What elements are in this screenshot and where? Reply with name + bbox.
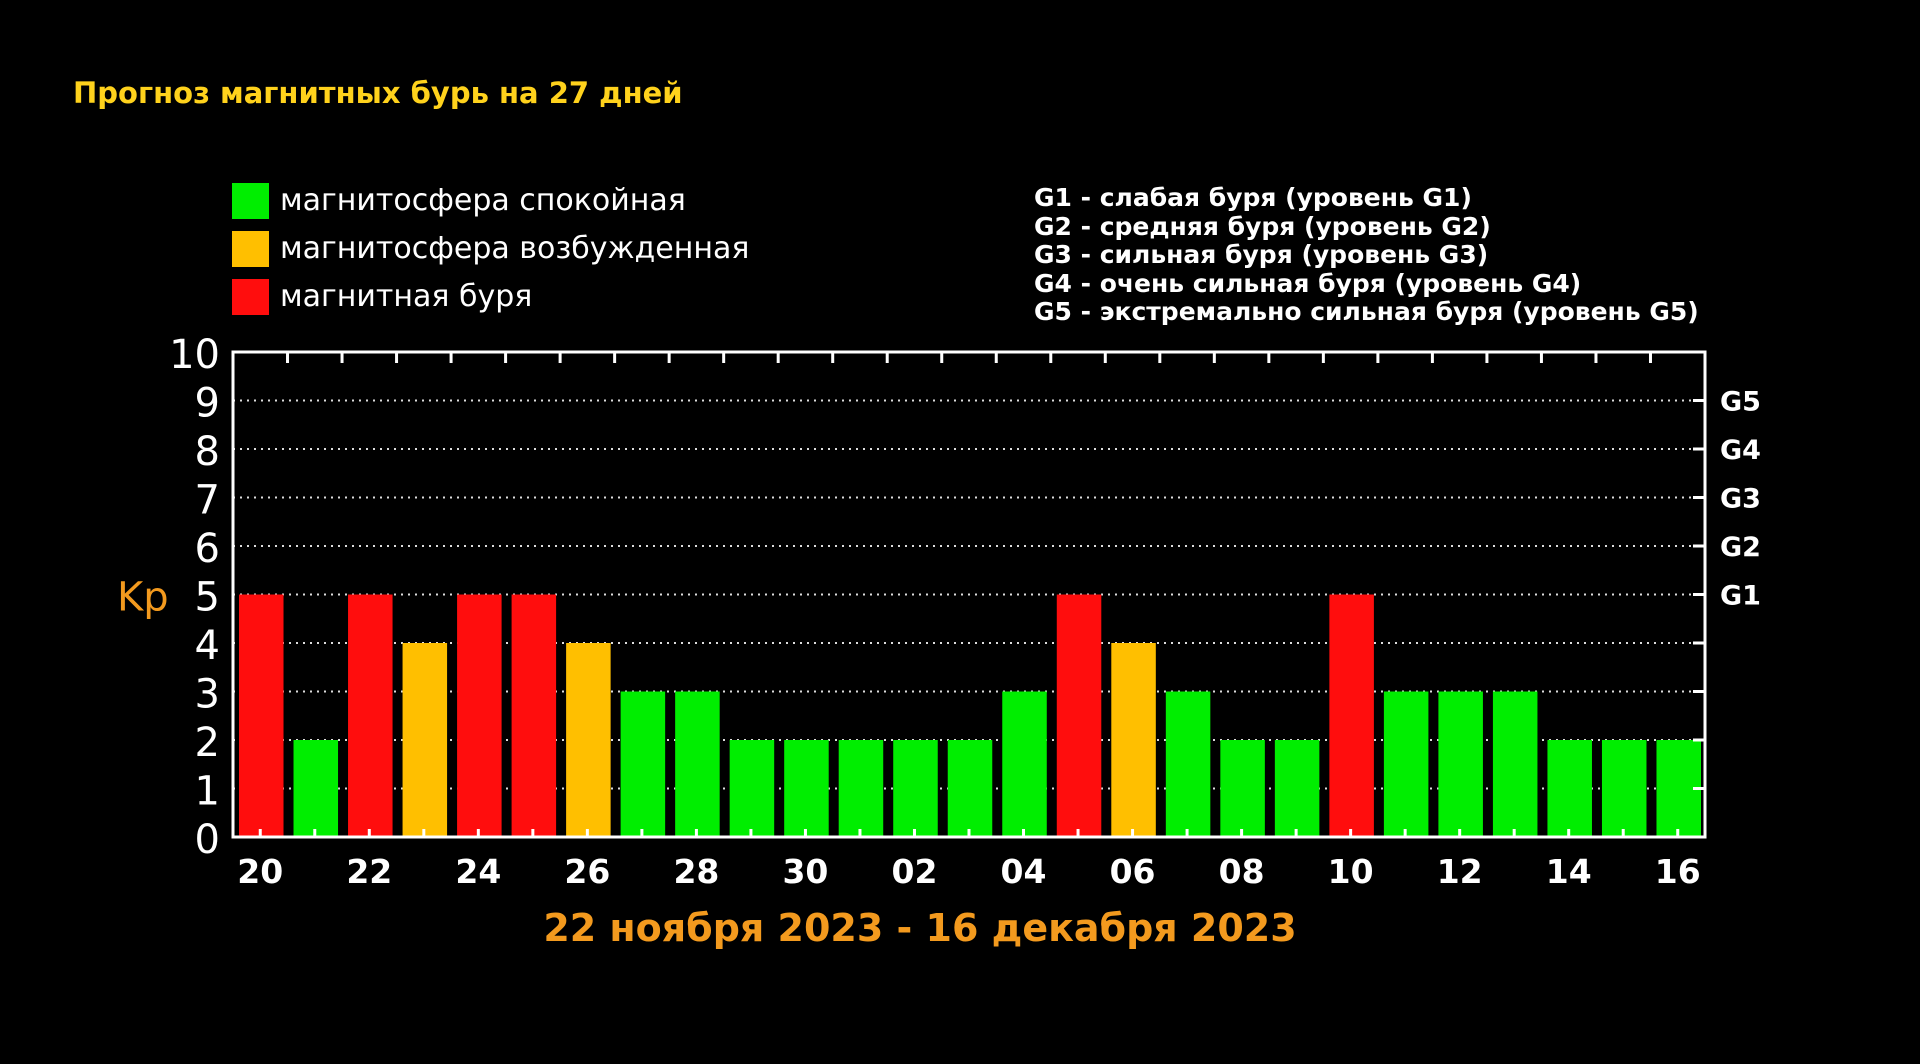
bar-13 xyxy=(1492,691,1538,837)
bar-25 xyxy=(511,594,557,837)
bar-23 xyxy=(402,643,448,837)
y-tick-label: 5 xyxy=(195,575,220,621)
storm-level-label: G5 xyxy=(1720,387,1761,418)
bar-08 xyxy=(1220,740,1265,837)
bar-05 xyxy=(1056,594,1102,837)
storm-level-label: G3 xyxy=(1720,484,1761,515)
bar-28 xyxy=(675,691,720,837)
legend-swatch-storm xyxy=(232,279,269,315)
bar-29 xyxy=(729,740,775,837)
y-axis-label: Kp xyxy=(117,575,169,621)
bar-07 xyxy=(1165,691,1211,837)
bar-11 xyxy=(1383,691,1429,837)
bar-12 xyxy=(1438,691,1483,837)
y-tick-label: 6 xyxy=(195,526,220,572)
x-axis-label: 22 ноября 2023 - 16 декабря 2023 xyxy=(543,906,1297,950)
level-description-g4: G4 - очень сильная буря (уровень G4) xyxy=(1034,268,1582,298)
y-tick-label: 7 xyxy=(195,478,220,524)
bar-24 xyxy=(457,594,502,837)
y-tick-label: 9 xyxy=(195,381,220,427)
level-description-g1: G1 - слабая буря (уровень G1) xyxy=(1034,183,1472,212)
storm-level-descriptions: G1 - слабая буря (уровень G1) G2 - средн… xyxy=(1034,183,1699,327)
x-tick-label: 26 xyxy=(564,852,610,891)
bar-09 xyxy=(1274,740,1320,837)
bar-15 xyxy=(1601,740,1647,837)
storm-level-label: G4 xyxy=(1720,435,1761,466)
x-tick-label: 14 xyxy=(1546,852,1592,891)
x-tick-label: 16 xyxy=(1655,852,1701,891)
x-tick-label: 10 xyxy=(1328,852,1374,891)
x-tick-label: 06 xyxy=(1110,852,1156,891)
legend-swatch-quiet xyxy=(232,183,269,219)
y-tick-label: 10 xyxy=(169,332,220,378)
bar-01 xyxy=(838,740,884,837)
bar-03 xyxy=(947,740,993,837)
page-title: Прогноз магнитных бурь на 27 дней xyxy=(73,76,683,110)
level-description-g3: G3 - сильная буря (уровень G3) xyxy=(1034,240,1489,269)
x-tick-label: 20 xyxy=(237,852,283,891)
y-tick-label: 4 xyxy=(195,623,220,669)
bar-21 xyxy=(293,740,339,837)
y-tick-label: 8 xyxy=(195,429,220,475)
bar-20 xyxy=(239,594,284,837)
legend-label-excited: магнитосфера возбужденная xyxy=(280,231,750,266)
x-tick-label: 30 xyxy=(782,852,828,891)
bar-02 xyxy=(893,740,938,837)
bar-30 xyxy=(784,740,829,837)
bar-14 xyxy=(1547,740,1592,837)
y-tick-label: 3 xyxy=(195,672,220,718)
bar-27 xyxy=(620,691,666,837)
legend-label-storm: магнитная буря xyxy=(280,279,533,314)
x-tick-label: 24 xyxy=(455,852,501,891)
bar-04 xyxy=(1002,691,1047,837)
bar-26 xyxy=(566,643,611,837)
x-tick-label: 22 xyxy=(346,852,392,891)
storm-level-label: G2 xyxy=(1720,532,1761,563)
legend-label-quiet: магнитосфера спокойная xyxy=(280,183,686,218)
x-tick-label: 02 xyxy=(892,852,938,891)
y-tick-label: 2 xyxy=(195,720,220,766)
y-tick-label: 0 xyxy=(195,817,220,863)
x-tick-label: 04 xyxy=(1001,852,1047,891)
x-tick-label: 08 xyxy=(1219,852,1265,891)
bar-22 xyxy=(348,594,393,837)
storm-level-label: G1 xyxy=(1720,581,1761,612)
legend-swatch-excited xyxy=(232,231,269,267)
bar-10 xyxy=(1329,594,1374,837)
x-tick-label: 28 xyxy=(673,852,719,891)
y-tick-label: 1 xyxy=(195,769,220,815)
level-description-g5: G5 - экстремально сильная буря (уровень … xyxy=(1034,297,1699,326)
x-tick-label: 12 xyxy=(1437,852,1483,891)
bar-06 xyxy=(1111,643,1156,837)
level-description-g2: G2 - средняя буря (уровень G2) xyxy=(1034,211,1491,241)
